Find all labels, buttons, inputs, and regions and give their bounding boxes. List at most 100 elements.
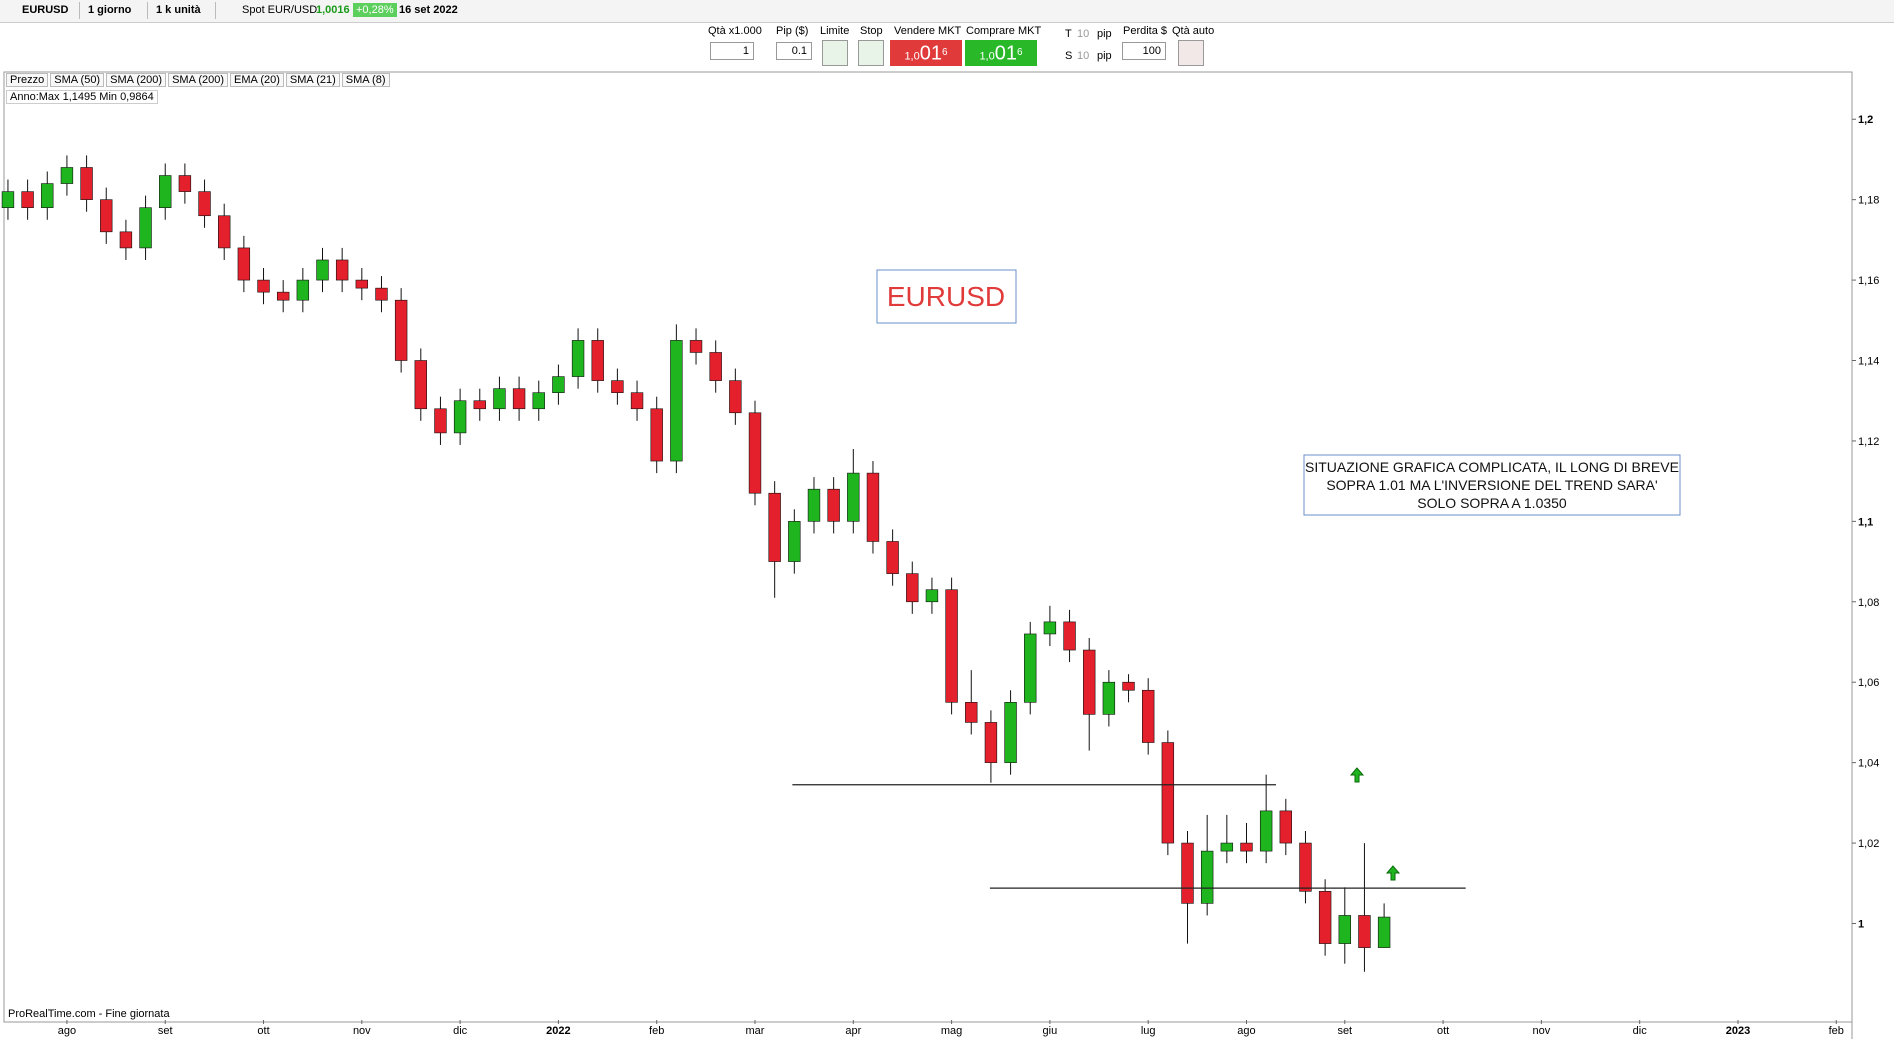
indicator[interactable]: SMA (8) bbox=[341, 73, 390, 87]
t-value: 10 bbox=[1077, 28, 1090, 40]
candle-body bbox=[1318, 891, 1332, 944]
candle-body bbox=[1200, 850, 1214, 904]
qty-label: Qtà x1.000 bbox=[708, 25, 762, 37]
indicator-bar: Prezzo SMA (50) SMA (200) SMA (200) EMA (20)… bbox=[6, 73, 392, 88]
y-tick-label: 1,2 bbox=[1858, 114, 1873, 126]
s-value: 10 bbox=[1077, 50, 1090, 62]
auto-button[interactable] bbox=[1178, 40, 1204, 66]
candle-body bbox=[1299, 842, 1312, 892]
buy-button[interactable]: 1,0016 bbox=[965, 40, 1037, 66]
stop-button[interactable] bbox=[858, 40, 884, 66]
sell-button[interactable]: 1,0016 bbox=[890, 40, 962, 66]
candle-body bbox=[1181, 842, 1194, 904]
arrow-up bbox=[1385, 865, 1401, 881]
candle-body bbox=[532, 392, 545, 410]
date: 16 set 2022 bbox=[399, 4, 458, 16]
candle-body bbox=[237, 247, 251, 281]
candle-body bbox=[1338, 915, 1351, 944]
last-price: 1,0016 bbox=[316, 4, 350, 16]
range-info: Anno:Max 1,1495 Min 0,9864 bbox=[6, 90, 158, 104]
candle-body bbox=[689, 340, 703, 353]
candle-body bbox=[788, 521, 801, 562]
candle-body bbox=[1279, 810, 1293, 844]
candle-body bbox=[394, 299, 408, 361]
y-tick-label: 1,06 bbox=[1858, 677, 1879, 689]
candle-body bbox=[139, 207, 152, 249]
x-tick-label: ott bbox=[1437, 1025, 1449, 1037]
s-unit: pip bbox=[1097, 50, 1112, 62]
t-label: T bbox=[1065, 28, 1072, 40]
candle-body bbox=[335, 259, 349, 281]
candle-body bbox=[1083, 649, 1096, 715]
candle-body bbox=[965, 702, 978, 723]
pip-input[interactable]: 0.1 bbox=[776, 42, 812, 60]
y-tick-label: 1,08 bbox=[1858, 597, 1879, 609]
candle-body bbox=[1161, 742, 1175, 844]
sell-sup: 6 bbox=[941, 47, 948, 58]
candle-body bbox=[925, 589, 939, 603]
candle-body bbox=[984, 722, 998, 763]
candle-body bbox=[670, 340, 683, 462]
comment-line: SOPRA 1.01 MA L'INVERSIONE DEL TREND SAR… bbox=[1326, 477, 1657, 493]
candle-body bbox=[1377, 916, 1391, 948]
period[interactable]: 1 giorno bbox=[84, 2, 148, 19]
x-tick-label: set bbox=[158, 1025, 173, 1037]
units[interactable]: 1 k unità bbox=[152, 2, 216, 19]
candle-body bbox=[1122, 681, 1135, 691]
buy-big: 01 bbox=[994, 42, 1017, 65]
candle-body bbox=[276, 291, 290, 301]
candle-body bbox=[159, 175, 172, 209]
indicator[interactable]: SMA (50) bbox=[50, 73, 105, 87]
symbol[interactable]: EURUSD bbox=[18, 2, 80, 19]
x-tick-label: dic bbox=[1633, 1025, 1648, 1037]
candle-body bbox=[473, 400, 486, 410]
change: +0,28% bbox=[353, 3, 397, 17]
indicator[interactable]: EMA (20) bbox=[230, 73, 284, 87]
indicator[interactable]: SMA (21) bbox=[285, 73, 340, 87]
candle-body bbox=[768, 492, 781, 562]
candle-body bbox=[100, 199, 113, 233]
y-tick-label: 1,02 bbox=[1858, 838, 1879, 850]
x-tick-label: ago bbox=[58, 1025, 76, 1037]
toolbar: EURUSD 1 giorno 1 k unità Spot EUR/USD 1… bbox=[0, 0, 1894, 23]
candle-body bbox=[453, 400, 467, 434]
buy-small: 1,0 bbox=[979, 50, 995, 63]
x-tick-label: mag bbox=[941, 1025, 962, 1037]
candle-body bbox=[1024, 633, 1037, 703]
title-box-text: EURUSD bbox=[887, 281, 1005, 312]
pip-label: Pip ($) bbox=[776, 25, 809, 37]
limit-button[interactable] bbox=[822, 40, 848, 66]
candle-body bbox=[316, 259, 329, 281]
indicator[interactable]: SMA (200) bbox=[168, 73, 229, 87]
candle-body bbox=[1358, 915, 1371, 948]
loss-input[interactable]: 100 bbox=[1122, 42, 1166, 60]
buy-label: Comprare MKT bbox=[966, 25, 1042, 37]
candle-body bbox=[493, 388, 506, 410]
limit-label: Limite bbox=[820, 25, 850, 37]
candle-body bbox=[21, 191, 34, 209]
x-tick-label: nov bbox=[1533, 1025, 1551, 1037]
candle-body bbox=[257, 279, 270, 293]
qty-input[interactable]: 1 bbox=[710, 42, 754, 60]
y-tick-label: 1,18 bbox=[1858, 195, 1879, 207]
candle-body bbox=[552, 376, 565, 393]
candle-body bbox=[1043, 621, 1057, 635]
indicator[interactable]: SMA (200) bbox=[106, 73, 167, 87]
arrow-up bbox=[1349, 767, 1365, 783]
candle-body bbox=[218, 215, 231, 249]
x-tick-label: lug bbox=[1141, 1025, 1156, 1037]
x-tick-label: ott bbox=[257, 1025, 269, 1037]
x-tick-label: giu bbox=[1043, 1025, 1058, 1037]
comment-line: SITUAZIONE GRAFICA COMPLICATA, IL LONG D… bbox=[1305, 459, 1679, 475]
candle-body bbox=[414, 360, 427, 410]
x-tick-label: 2023 bbox=[1726, 1025, 1750, 1037]
candle-body bbox=[119, 231, 133, 249]
candle-body bbox=[1141, 689, 1155, 743]
instrument: Spot EUR/USD bbox=[242, 4, 318, 16]
indicator[interactable]: Prezzo bbox=[6, 73, 49, 87]
y-tick-label: 1,04 bbox=[1858, 758, 1879, 770]
candle-body bbox=[1102, 681, 1116, 715]
x-tick-label: set bbox=[1337, 1025, 1352, 1037]
